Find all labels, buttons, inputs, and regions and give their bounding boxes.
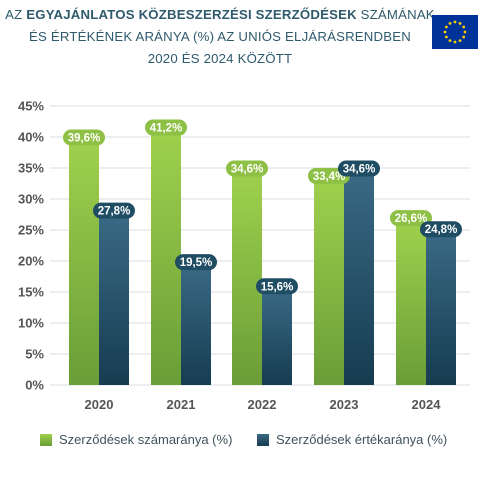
chart-title: AZ EGYAJÁNLATOS KÖZBESZERZÉSI SZERZŐDÉSE…	[0, 4, 440, 70]
y-tick-label: 15%	[18, 285, 44, 300]
title-line-1: AZ EGYAJÁNLATOS KÖZBESZERZÉSI SZERZŐDÉSE…	[5, 7, 435, 22]
legend-label-count: Szerződések számaránya (%)	[59, 432, 233, 447]
y-tick-label: 35%	[18, 161, 44, 176]
flag-star	[453, 40, 457, 44]
legend-item-count: Szerződések számaránya (%)	[40, 432, 232, 447]
legend-swatch-navy	[257, 433, 269, 446]
x-tick-label: 2024	[412, 397, 442, 412]
flag-star	[444, 25, 448, 29]
data-label: 41,2%	[150, 123, 183, 135]
flag-star	[463, 30, 467, 34]
data-label-badge	[420, 221, 462, 238]
y-tick-label: 10%	[18, 316, 44, 331]
x-tick-label: 2020	[85, 397, 114, 412]
bar-count-share	[69, 139, 99, 385]
bar-value-share	[426, 231, 456, 385]
data-label-badge	[93, 202, 135, 219]
data-label: 27,8%	[98, 206, 131, 218]
data-label: 34,6%	[343, 163, 376, 175]
flag-star	[443, 30, 447, 34]
bar-count-share	[151, 129, 181, 385]
y-tick-label: 45%	[18, 99, 44, 114]
bar-value-share	[181, 264, 211, 385]
data-label: 24,8%	[425, 224, 458, 236]
x-tick-label: 2023	[330, 397, 359, 412]
bar-count-share	[396, 220, 426, 385]
data-label-badge	[226, 160, 268, 177]
y-tick-label: 5%	[25, 347, 44, 362]
data-label: 34,6%	[231, 163, 264, 175]
bar-value-share	[262, 288, 292, 385]
flag-star	[462, 25, 466, 29]
flag-star	[453, 20, 457, 24]
y-tick-label: 40%	[18, 130, 44, 145]
data-label: 39,6%	[68, 132, 101, 144]
y-tick-label: 30%	[18, 192, 44, 207]
flag-star	[458, 21, 462, 25]
y-tick-label: 25%	[18, 223, 44, 238]
flag-star	[448, 39, 452, 43]
data-label-badge	[175, 254, 217, 271]
flag-star	[462, 35, 466, 39]
x-tick-label: 2021	[167, 397, 196, 412]
data-label: 26,6%	[395, 213, 428, 225]
title-bold-text: EGYAJÁNLATOS KÖZBESZERZÉSI SZERZŐDÉSEK	[26, 7, 357, 22]
legend-label-value: Szerződések értékaránya (%)	[276, 432, 448, 447]
legend-item-value: Szerződések értékaránya (%)	[257, 432, 447, 447]
data-label-badge	[390, 210, 432, 227]
y-tick-label: 20%	[18, 254, 44, 269]
data-label-badge	[145, 119, 187, 136]
data-label-badge	[338, 160, 380, 177]
y-tick-label: 0%	[25, 378, 44, 393]
title-line-2: ÉS ÉRTÉKÉNEK ARÁNYA (%) AZ UNIÓS ELJÁRÁS…	[29, 29, 411, 44]
legend: Szerződések számaránya (%) Szerződések é…	[0, 432, 495, 452]
flag-star	[448, 21, 452, 25]
data-label: 19,5%	[180, 257, 213, 269]
bar-value-share	[344, 170, 374, 385]
bar-value-share	[99, 212, 129, 385]
x-tick-label: 2022	[248, 397, 277, 412]
flag-star	[444, 35, 448, 39]
data-label-badge	[256, 278, 298, 295]
data-label: 15,6%	[261, 281, 294, 293]
data-label: 33,4%	[313, 171, 346, 183]
eu-flag-icon	[432, 15, 478, 49]
flag-star	[458, 39, 462, 43]
legend-swatch-green	[40, 433, 52, 446]
title-line-3: 2020 ÉS 2024 KÖZÖTT	[147, 51, 293, 66]
bar-count-share	[232, 170, 262, 385]
data-label-badge	[63, 129, 105, 146]
bar-count-share	[314, 177, 344, 385]
